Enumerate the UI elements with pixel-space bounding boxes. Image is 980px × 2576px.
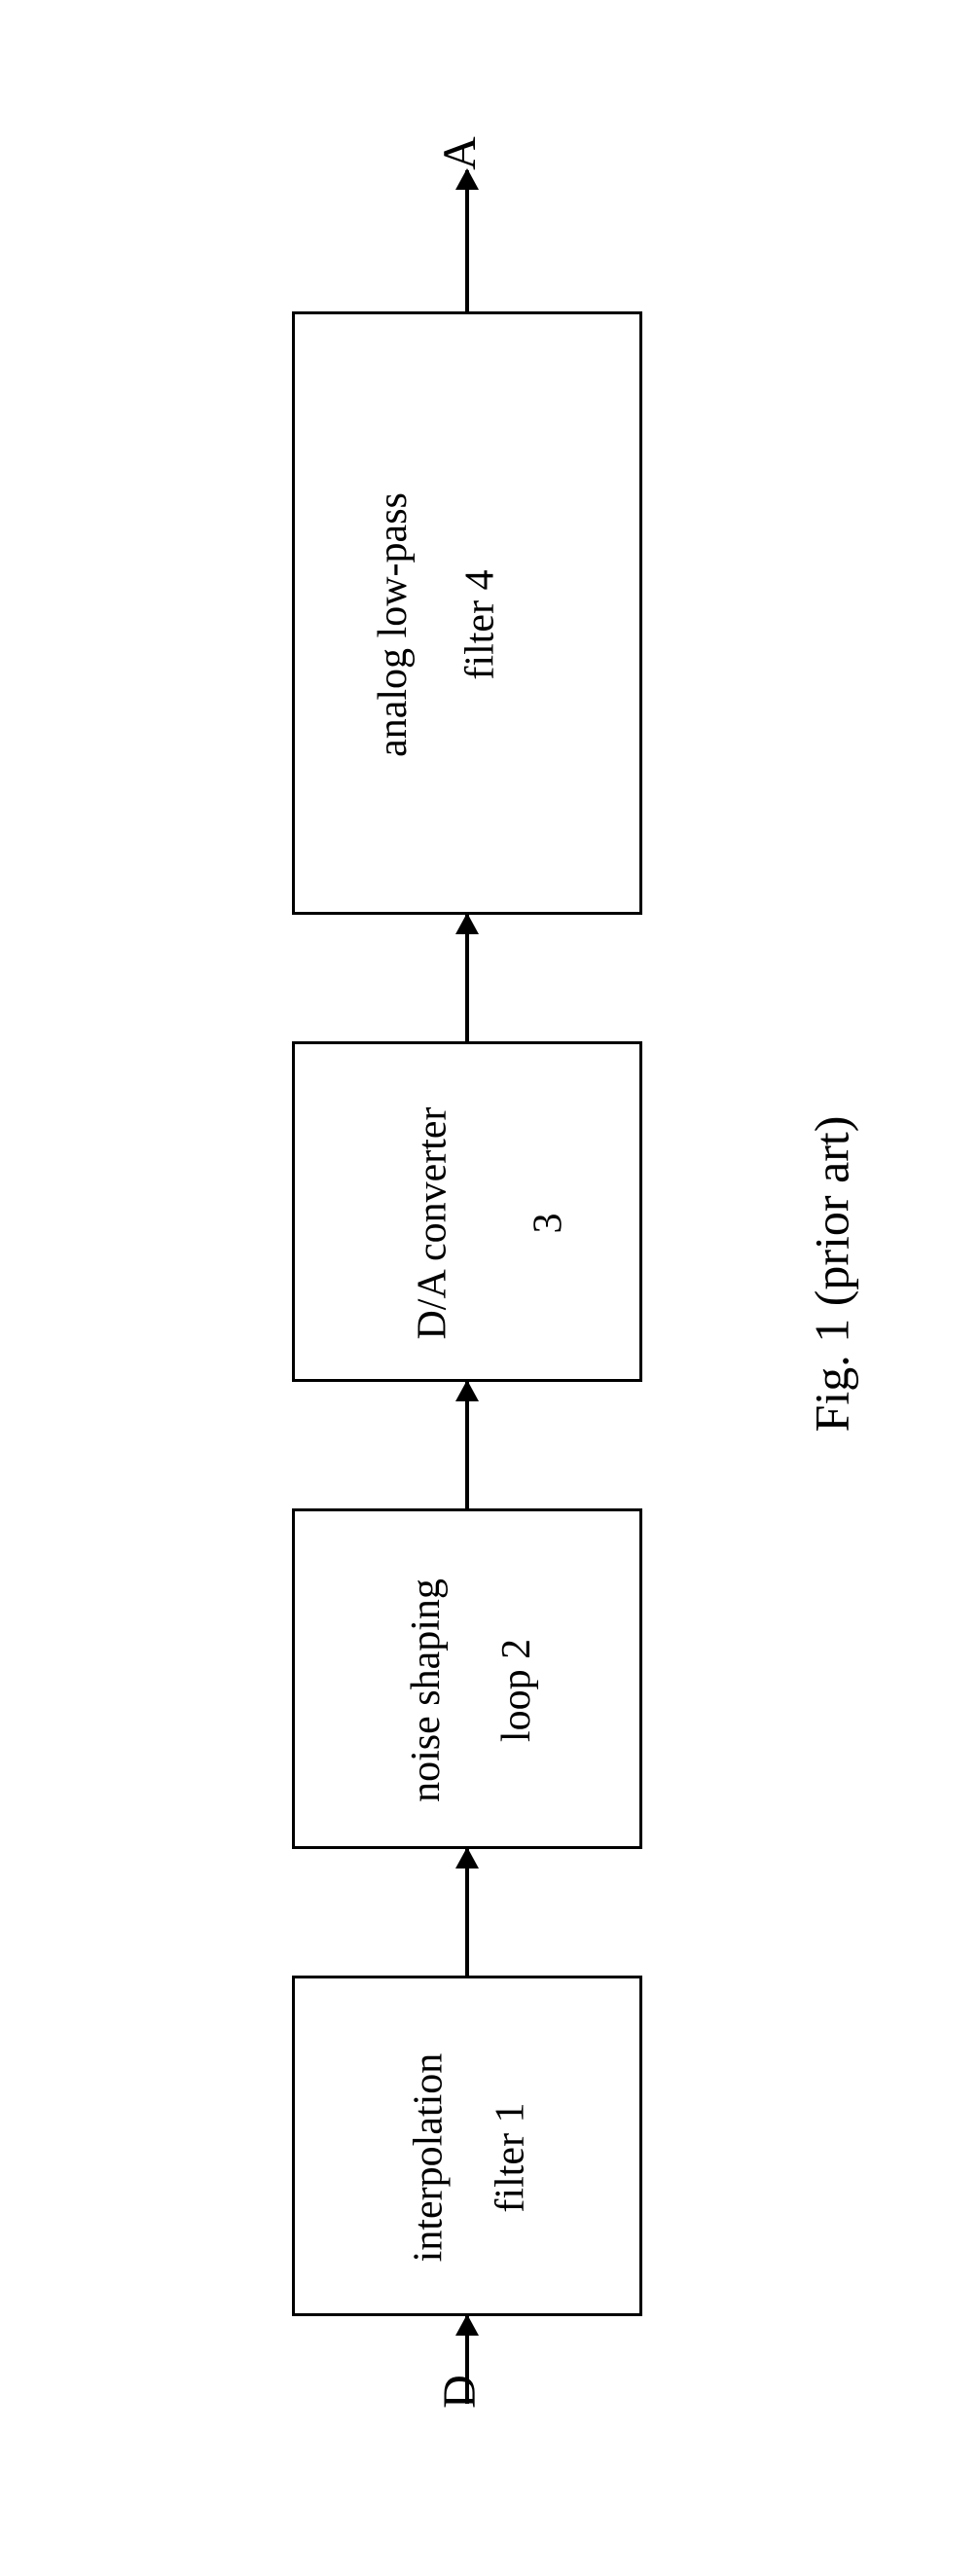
arrow-block3-to-block4 (465, 915, 469, 1041)
block-2-line1: noise shaping (403, 1578, 450, 1802)
block-1-line1: interpolation (405, 2053, 452, 2263)
block-diagram: D interpolation filter 1 noise shaping l… (272, 97, 759, 2433)
arrow-block1-to-block2 (465, 1849, 469, 1976)
block-4-line1: analog low-pass (370, 492, 417, 757)
block-3-line2: 3 (526, 1214, 572, 1234)
arrow-input-to-block1 (465, 2316, 469, 2404)
block-4-line2: filter 4 (457, 569, 504, 679)
block-noise-shaping-loop: noise shaping loop 2 (292, 1508, 642, 1849)
arrow-block4-to-output (465, 170, 469, 311)
block-analog-lowpass-filter: analog low-pass filter 4 (292, 311, 642, 915)
input-signal-label: D (433, 2375, 487, 2409)
block-2-line2: loop 2 (493, 1639, 540, 1742)
block-interpolation-filter: interpolation filter 1 (292, 1976, 642, 2316)
block-1-line2: filter 1 (488, 2102, 534, 2212)
block-3-line1: D/A converter (410, 1107, 456, 1339)
block-da-converter: D/A converter 3 (292, 1041, 642, 1382)
arrow-block2-to-block3 (465, 1382, 469, 1508)
output-signal-label: A (433, 136, 487, 170)
figure-caption: Fig. 1 (prior art) (803, 1116, 859, 1433)
